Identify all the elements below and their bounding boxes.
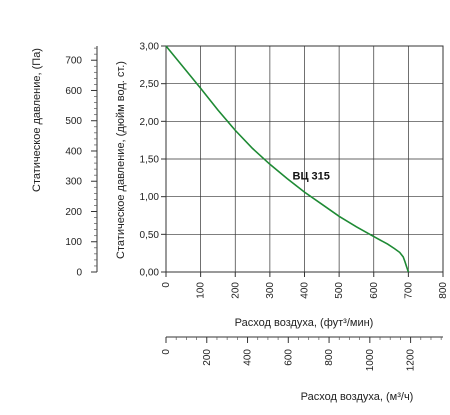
x-tick-label-cfm: 600 <box>369 282 380 299</box>
y-tick-label-inwg: 0,50 <box>140 230 160 241</box>
plot-frame <box>165 45 444 273</box>
y-tick-label-inwg: 2,00 <box>140 117 160 128</box>
x-tick-label-cfm: 200 <box>230 282 241 299</box>
x-tick-label-m3h: 800 <box>324 349 335 366</box>
tick-labels: 0 100 200 300 400 500 600 700 800 0,00 0,50 1,00 1,5… <box>65 42 449 372</box>
x-axis-label-cfm: Расход воздуха, (фут³/мин) <box>235 317 374 329</box>
x-tick-label-cfm: 100 <box>196 282 207 299</box>
x-tick-label-cfm: 700 <box>403 282 414 299</box>
y-tick-label-inwg: 1,50 <box>140 155 160 166</box>
plot-grid <box>165 45 444 273</box>
y-tick-label-pa: 700 <box>65 56 82 67</box>
x-tick-label-m3h: 600 <box>283 349 294 366</box>
x-tick-label-m3h: 1200 <box>406 349 417 372</box>
y-tick-label-pa: 0 <box>76 268 82 279</box>
plot-axes <box>91 45 444 343</box>
x-tick-label-cfm: 300 <box>265 282 276 299</box>
x-tick-label-m3h: 400 <box>243 349 254 366</box>
y-axis-label-pa: Статическое давление, (Па) <box>31 48 43 192</box>
x-tick-label-cfm: 800 <box>438 282 449 299</box>
y-axis-label-inwg: Статическое давление, (дюйм вод. ст.) <box>115 61 127 259</box>
x-tick-label-m3h: 0 <box>161 349 172 355</box>
y-tick-label-pa: 100 <box>65 237 82 248</box>
y-tick-label-pa: 400 <box>65 146 82 157</box>
y-tick-label-inwg: 2,50 <box>140 79 160 90</box>
y-tick-label-pa: 600 <box>65 86 82 97</box>
x-tick-label-cfm: 0 <box>161 282 172 288</box>
y-tick-label-pa: 200 <box>65 207 82 218</box>
y-tick-label-pa: 500 <box>65 116 82 127</box>
x-tick-label-m3h: 1000 <box>365 349 376 372</box>
series-layer <box>165 45 410 273</box>
x-tick-label-cfm: 500 <box>334 282 345 299</box>
y-tick-label-inwg: 0,00 <box>140 268 160 279</box>
y-tick-label-inwg: 1,00 <box>140 192 160 203</box>
x-axis-label-m3h: Расход воздуха, (м³/ч) <box>301 391 414 403</box>
x-tick-label-cfm: 400 <box>300 282 311 299</box>
y-tick-label-inwg: 3,00 <box>140 42 160 53</box>
series-label-vc315: ВЦ 315 <box>293 170 330 182</box>
y-tick-label-pa: 300 <box>65 177 82 188</box>
x-tick-label-m3h: 200 <box>202 349 213 366</box>
series-line-vc315 <box>165 45 410 273</box>
